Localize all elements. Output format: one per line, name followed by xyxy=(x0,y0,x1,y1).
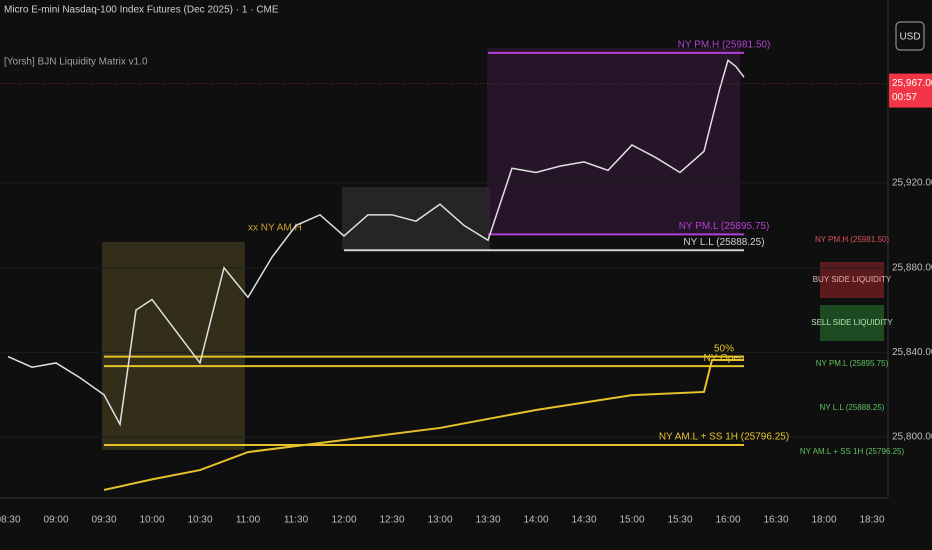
x-tick-label: 14:30 xyxy=(571,515,596,526)
series-line xyxy=(103,359,744,491)
x-tick-label: 10:00 xyxy=(139,515,164,526)
pm-session-box xyxy=(487,48,740,235)
x-tick-label: 16:00 xyxy=(715,515,740,526)
level-label: NY PM.L (25895.75) xyxy=(679,221,770,232)
x-tick-label: 11:30 xyxy=(284,515,309,526)
level-label: NY AM.L + SS 1H (25796.25) xyxy=(659,432,789,443)
current-price-label: 25,967.00 xyxy=(892,78,932,89)
level-label: NY Open xyxy=(704,353,745,364)
level-label: 50% xyxy=(714,343,734,354)
x-tick-label: 15:00 xyxy=(619,515,644,526)
chart-title: Micro E-mini Nasdaq-100 Index Futures (D… xyxy=(4,5,279,16)
indicator-name: [Yorsh] BJN Liquidity Matrix v1.0 xyxy=(4,57,148,68)
current-price-box xyxy=(889,73,932,108)
sell-side-label: SELL SIDE LIQUIDITY xyxy=(811,318,893,327)
y-tick-label: 25,880.00 xyxy=(892,262,932,273)
x-tick-label: 18:30 xyxy=(859,515,884,526)
x-tick-label: 09:30 xyxy=(91,515,116,526)
countdown-label: 00:57 xyxy=(892,92,917,103)
x-tick-label: 12:00 xyxy=(331,515,356,526)
x-tick-label: 15:30 xyxy=(667,515,692,526)
x-tick-label: 12:30 xyxy=(379,515,404,526)
x-tick-label: 09:00 xyxy=(43,515,68,526)
x-tick-label: 13:30 xyxy=(475,515,500,526)
x-tick-label: 14:00 xyxy=(523,515,548,526)
side-level-label: NY PM.L (25895.75) xyxy=(816,359,889,368)
x-tick-label: 13:00 xyxy=(427,515,452,526)
currency-button[interactable] xyxy=(895,21,925,51)
am-session-box xyxy=(102,242,245,450)
side-level-label: NY AM.L + SS 1H (25796.25) xyxy=(800,447,905,456)
currency-label: USD xyxy=(899,32,920,43)
y-tick-label: 25,800.00 xyxy=(892,432,932,443)
series-line xyxy=(7,59,745,427)
side-level-label: NY PM.H (25981.50) xyxy=(815,235,889,244)
x-tick-label: 11:00 xyxy=(236,515,261,526)
x-tick-label: 18:00 xyxy=(811,515,836,526)
sell-side-button[interactable] xyxy=(820,305,884,341)
lunch-box xyxy=(342,187,490,250)
x-tick-label: 08:30 xyxy=(0,515,21,526)
level-label: NY PM.H (25981.50) xyxy=(678,40,771,51)
y-tick-label: 25,840.00 xyxy=(892,347,932,358)
buy-side-label: BUY SIDE LIQUIDITY xyxy=(813,275,892,284)
side-level-label: NY L.L (25888.25) xyxy=(820,403,885,412)
x-tick-label: 10:30 xyxy=(187,515,212,526)
y-tick-label: 25,920.00 xyxy=(892,178,932,189)
am-high-annotation: xx NY AM.H xyxy=(248,223,302,234)
level-label: NY L.L (25888.25) xyxy=(683,237,764,248)
x-tick-label: 16:30 xyxy=(763,515,788,526)
